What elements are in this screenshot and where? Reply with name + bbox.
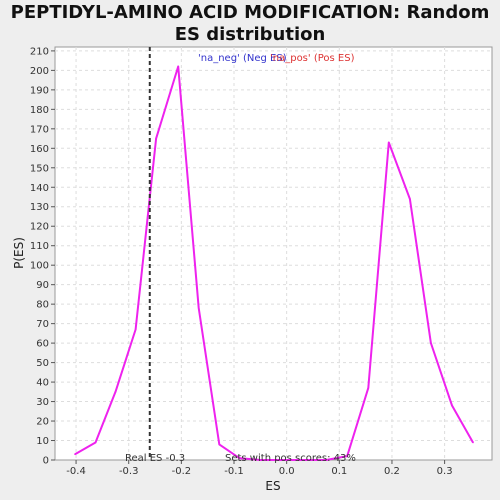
data-point [472, 441, 474, 444]
y-tick-label: 110 [30, 241, 49, 252]
x-tick-label: 0.1 [331, 466, 347, 477]
data-point [177, 65, 180, 68]
y-tick-label: 10 [36, 436, 49, 447]
y-tick-label: 200 [30, 66, 49, 77]
y-tick-label: 180 [30, 105, 49, 116]
y-tick-label: 190 [30, 85, 49, 96]
x-tick-label: -0.3 [119, 466, 139, 477]
y-ticks: 0 10 20 30 40 50 60 70 80 90 100 110 120 130 140 150 160… [30, 46, 55, 467]
y-tick-label: 80 [36, 300, 49, 311]
data-point [451, 404, 453, 407]
data-point [197, 307, 200, 309]
legend-neg: 'na_neg' (Neg ES) [198, 53, 287, 64]
data-point [346, 455, 349, 457]
data-point [155, 137, 157, 140]
data-point [409, 198, 411, 200]
x-tick-label: 0.0 [279, 466, 295, 477]
data-point [280, 459, 283, 461]
data-point [259, 459, 262, 461]
data-point [218, 443, 221, 446]
y-tick-label: 170 [30, 124, 49, 135]
x-tick-label: -0.1 [224, 466, 244, 477]
y-tick-label: 50 [36, 358, 49, 369]
data-point [325, 459, 327, 461]
x-ticks: -0.4 -0.3 -0.2 -0.1 0.0 0.1 0.2 0.3 [66, 460, 453, 477]
data-point [74, 453, 76, 455]
data-point [430, 342, 432, 344]
x-tick-label: -0.2 [172, 466, 192, 477]
y-tick-label: 150 [30, 163, 49, 174]
x-tick-label: 0.2 [384, 466, 400, 477]
data-point [301, 459, 304, 461]
y-tick-label: 40 [36, 378, 49, 389]
data-point [388, 141, 390, 144]
y-tick-label: 30 [36, 397, 49, 408]
y-tick-label: 120 [30, 222, 49, 233]
y-tick-label: 0 [43, 456, 49, 467]
chart-title: PEPTIDYL-AMINO ACID MODIFICATION: Random… [10, 2, 490, 45]
data-point [238, 457, 241, 459]
legend-pos: 'na_pos' (Pos ES) [270, 53, 355, 64]
y-tick-label: 140 [30, 183, 49, 194]
y-tick-label: 100 [30, 261, 49, 272]
y-tick-label: 130 [30, 202, 49, 213]
y-tick-label: 20 [36, 417, 49, 428]
real-es-annotation: Real ES -0.3 [125, 453, 185, 464]
y-tick-label: 60 [36, 339, 49, 350]
data-point [114, 391, 117, 393]
y-tick-label: 160 [30, 144, 49, 155]
x-tick-label: 0.3 [437, 466, 453, 477]
plot-area [54, 46, 493, 461]
y-tick-label: 90 [36, 280, 49, 291]
es-distribution-line [74, 65, 474, 461]
data-point [134, 328, 137, 331]
pos-scores-annotation: Sets with pos scores: 43% [225, 453, 356, 464]
y-tick-label: 70 [36, 319, 49, 330]
data-point [367, 387, 370, 389]
grid [55, 47, 492, 460]
y-axis-label: P(ES) [12, 237, 26, 269]
x-tick-label: -0.4 [66, 466, 86, 477]
x-axis-label: ES [265, 479, 280, 493]
y-tick-label: 210 [30, 46, 49, 57]
series-group [74, 65, 474, 461]
data-point [94, 441, 97, 444]
